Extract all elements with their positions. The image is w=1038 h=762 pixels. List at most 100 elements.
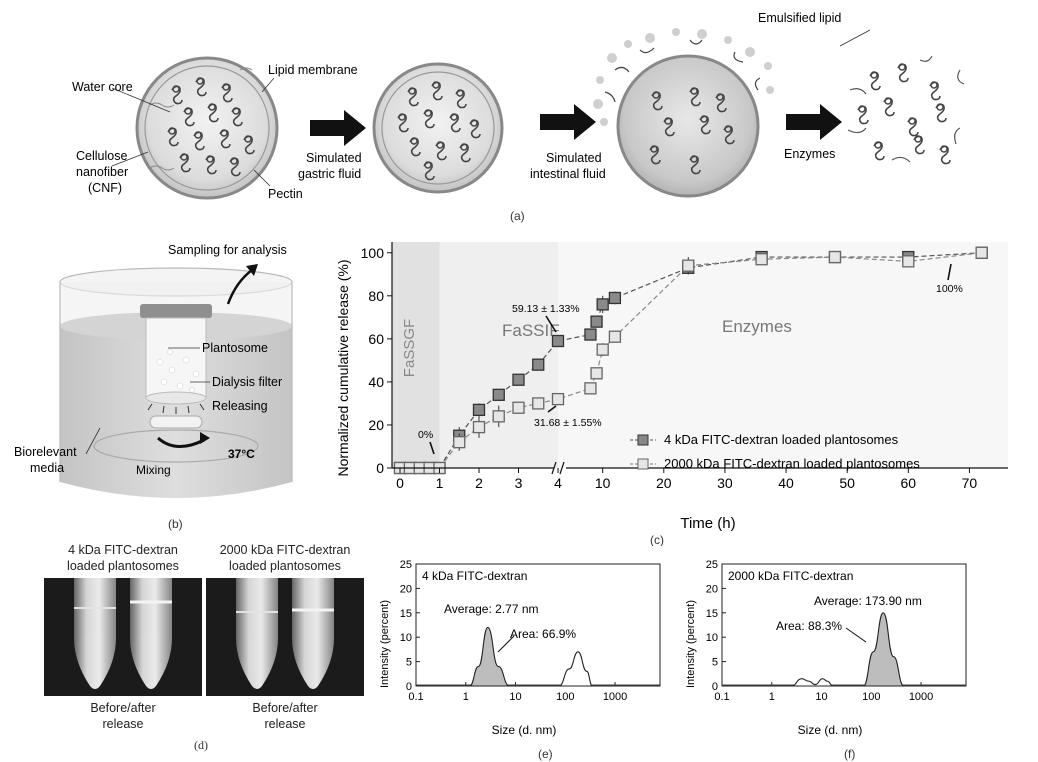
- panel-letter-a: (a): [510, 209, 525, 223]
- data-point-series-1: [596, 343, 609, 356]
- data-point-series-0: [590, 315, 603, 328]
- caption-photo-right-2: loaded plantosomes: [229, 559, 341, 573]
- caption-photo-left-1: 4 kDa FITC-dextran: [68, 543, 178, 557]
- y-tick-label: 40: [368, 374, 384, 390]
- chart-f-xlabel: Size (d. nm): [798, 723, 863, 737]
- y-tick-label: 0: [376, 460, 384, 476]
- panel-b-illustration: Sampling for analysis Plantosome Dialysi…: [14, 243, 293, 531]
- distribution-peak-1: [558, 651, 593, 687]
- x-tick-label: 50: [839, 475, 855, 491]
- x-tick-label: 2: [475, 475, 483, 491]
- size-distribution-4kda: 0 5 10 15 20 25 0.1 1 10 100 1000 4 kDa FITC-dextr…: [379, 559, 661, 761]
- y-tick-label: 10: [400, 632, 412, 644]
- label-plantosome: Plantosome: [202, 341, 268, 355]
- x-tick-label: 40: [778, 475, 794, 491]
- data-point-series-1: [551, 392, 565, 406]
- vesicle-intact-2: [372, 62, 504, 194]
- label-emulsified-lipid: Emulsified lipid: [758, 11, 841, 25]
- x-tick-label: 3: [515, 475, 523, 491]
- sampling-arrow-icon: [226, 269, 253, 305]
- distribution-peak-0: [791, 678, 834, 687]
- caption-before-after-left-2: release: [102, 717, 144, 731]
- data-point-series-0: [584, 328, 597, 341]
- label-lipid-membrane: Lipid membrane: [268, 63, 358, 77]
- label-sampling: Sampling for analysis: [168, 243, 287, 257]
- x-tick-label: 30: [717, 475, 733, 491]
- x-tick-label: 0.1: [408, 691, 423, 703]
- label-temperature: 37°C: [228, 447, 255, 461]
- vesicle-digesting: [593, 28, 774, 198]
- legend-marker-2000kda: [637, 458, 649, 470]
- y-tick-label: 15: [706, 608, 718, 620]
- data-point-series-0: [492, 388, 505, 401]
- data-point-series-0: [551, 334, 565, 348]
- size-distribution-2000kda: 0 5 10 15 20 25 0.1 1 10 100 1000 2000 kDa FITC-de…: [685, 559, 967, 761]
- dialysis-tube: [140, 304, 212, 414]
- released-cargo: [847, 55, 965, 165]
- axis-break-mark-1: [551, 461, 557, 475]
- data-point-series-1: [608, 330, 622, 343]
- legend-marker-4kda: [637, 434, 649, 446]
- mixing-arrowhead-icon: [200, 432, 210, 444]
- y-tick-label: 100: [361, 245, 385, 261]
- chart-e-xlabel: Size (d. nm): [492, 723, 557, 737]
- panel-a-illustration: Water core Lipid membrane Cellulose nano…: [72, 11, 965, 223]
- axis-break-mark-2: [559, 461, 565, 475]
- plot-frame: [415, 563, 661, 687]
- data-point-series-1: [590, 367, 603, 380]
- distribution-peak-1: [863, 612, 905, 687]
- x-tick-label: 10: [815, 691, 827, 703]
- data-point-series-0: [472, 403, 486, 417]
- y-tick-label: 25: [706, 559, 718, 571]
- data-point-series-0: [596, 298, 609, 311]
- panel-letter-f: (f): [844, 747, 855, 761]
- y-tick-label: 80: [368, 288, 384, 304]
- y-tick-label: 5: [712, 657, 718, 669]
- label-cellulose-3: (CNF): [88, 181, 122, 195]
- x-tick-label: 0: [396, 475, 404, 491]
- data-point-series-1: [755, 253, 768, 266]
- data-point-series-1: [512, 401, 525, 414]
- x-tick-label: 10: [509, 691, 521, 703]
- panel-letter-c: (c): [650, 533, 664, 546]
- sampling-arrowhead-icon: [246, 264, 258, 276]
- arrow-2-icon: [540, 104, 596, 140]
- x-tick-label: 10: [595, 475, 611, 491]
- photo-2000kda-tubes: [206, 578, 364, 696]
- arrow-1-icon: [310, 110, 366, 146]
- plot-frame: [721, 563, 967, 687]
- label-mixing: Mixing: [136, 463, 171, 477]
- data-point-series-1: [532, 397, 545, 410]
- caption-before-after-right-1: Before/after: [252, 701, 318, 715]
- x-tick-label: 4: [554, 475, 562, 491]
- series-line-0: [400, 252, 982, 469]
- label-enzymes: Enzymes: [784, 147, 835, 161]
- panel-letter-b: (b): [168, 517, 183, 531]
- region-label-enzymes: Enzymes: [722, 317, 792, 336]
- annotation-hundred: 100%: [936, 283, 963, 295]
- x-tick-label: 1000: [603, 691, 627, 703]
- label-media-2: media: [30, 461, 64, 475]
- chart-e-area: Area: 66.9%: [510, 627, 576, 641]
- y-tick-label: 15: [400, 608, 412, 620]
- label-cellulose-2: nanofiber: [76, 165, 128, 179]
- phase-shade-enzymes: [558, 242, 1008, 468]
- y-tick-label: 60: [368, 331, 384, 347]
- label-intestinal-1: Simulated: [546, 151, 602, 165]
- x-tick-label: 1000: [909, 691, 933, 703]
- data-point-series-0: [532, 358, 545, 371]
- x-tick-label: 70: [962, 475, 978, 491]
- caption-before-after-left: Before/after release: [44, 700, 202, 732]
- legend-label-4kda: 4 kDa FITC-dextran loaded plantosomes: [664, 432, 899, 447]
- y-tick-label: 5: [406, 657, 412, 669]
- x-tick-label: 1: [769, 691, 775, 703]
- caption-before-after-right: Before/after release: [206, 700, 364, 732]
- chart-f-inner-title: 2000 kDa FITC-dextran: [728, 569, 853, 583]
- caption-before-after-left-1: Before/after: [90, 701, 156, 715]
- data-point-series-1: [453, 436, 466, 449]
- panel-letter-e: (e): [538, 747, 553, 761]
- x-axis-title: Time (h): [680, 515, 735, 532]
- arrow-3-icon: [786, 104, 842, 140]
- area-pointer-e: [497, 635, 515, 653]
- y-tick-label: 20: [400, 583, 412, 595]
